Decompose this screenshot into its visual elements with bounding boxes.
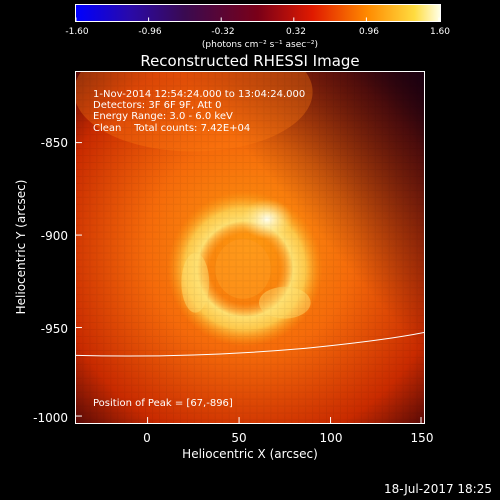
x-tick-label: 0 [143, 431, 151, 445]
colorbar-tick: -0.32 [211, 27, 235, 37]
plot-title: Reconstructed RHESSI Image [140, 52, 360, 70]
clean-counts-text: Clean Total counts: 7.42E+04 [93, 123, 251, 134]
generated-date: 18-Jul-2017 18:25 [383, 482, 492, 496]
x-axis-label: Heliocentric X (arcsec) [182, 447, 318, 461]
x-tick-label: 100 [319, 431, 343, 445]
colorbar-unit-label: (photons cm⁻² s⁻¹ asec⁻²) [201, 40, 319, 50]
y-tick-label: -950 [40, 322, 68, 336]
colorbar-tick: -1.60 [65, 27, 89, 37]
energy-range-text: Energy Range: 3.0 - 6.0 keV [93, 111, 233, 122]
y-tick-label: -1000 [33, 411, 68, 425]
y-tick-label: -900 [40, 229, 68, 243]
colorbar-tick: 0.32 [285, 27, 307, 37]
x-tick-label: 150 [410, 431, 434, 445]
peak-position-text: Position of Peak = [67,-896] [93, 398, 233, 409]
detectors-text: Detectors: 3F 6F 9F, Att 0 [93, 100, 222, 111]
x-tick-label: 50 [231, 431, 247, 445]
colorbar-tick: 1.60 [429, 27, 451, 37]
colorbar [75, 4, 441, 22]
colorbar-tick: 0.96 [358, 27, 380, 37]
y-tick-label: -850 [40, 136, 68, 150]
time-range-text: 1-Nov-2014 12:54:24.000 to 13:04:24.000 [93, 89, 306, 100]
colorbar-tick: -0.96 [138, 27, 162, 37]
y-axis-label: Heliocentric Y (arcsec) [14, 179, 28, 315]
rhessi-image [75, 71, 425, 424]
